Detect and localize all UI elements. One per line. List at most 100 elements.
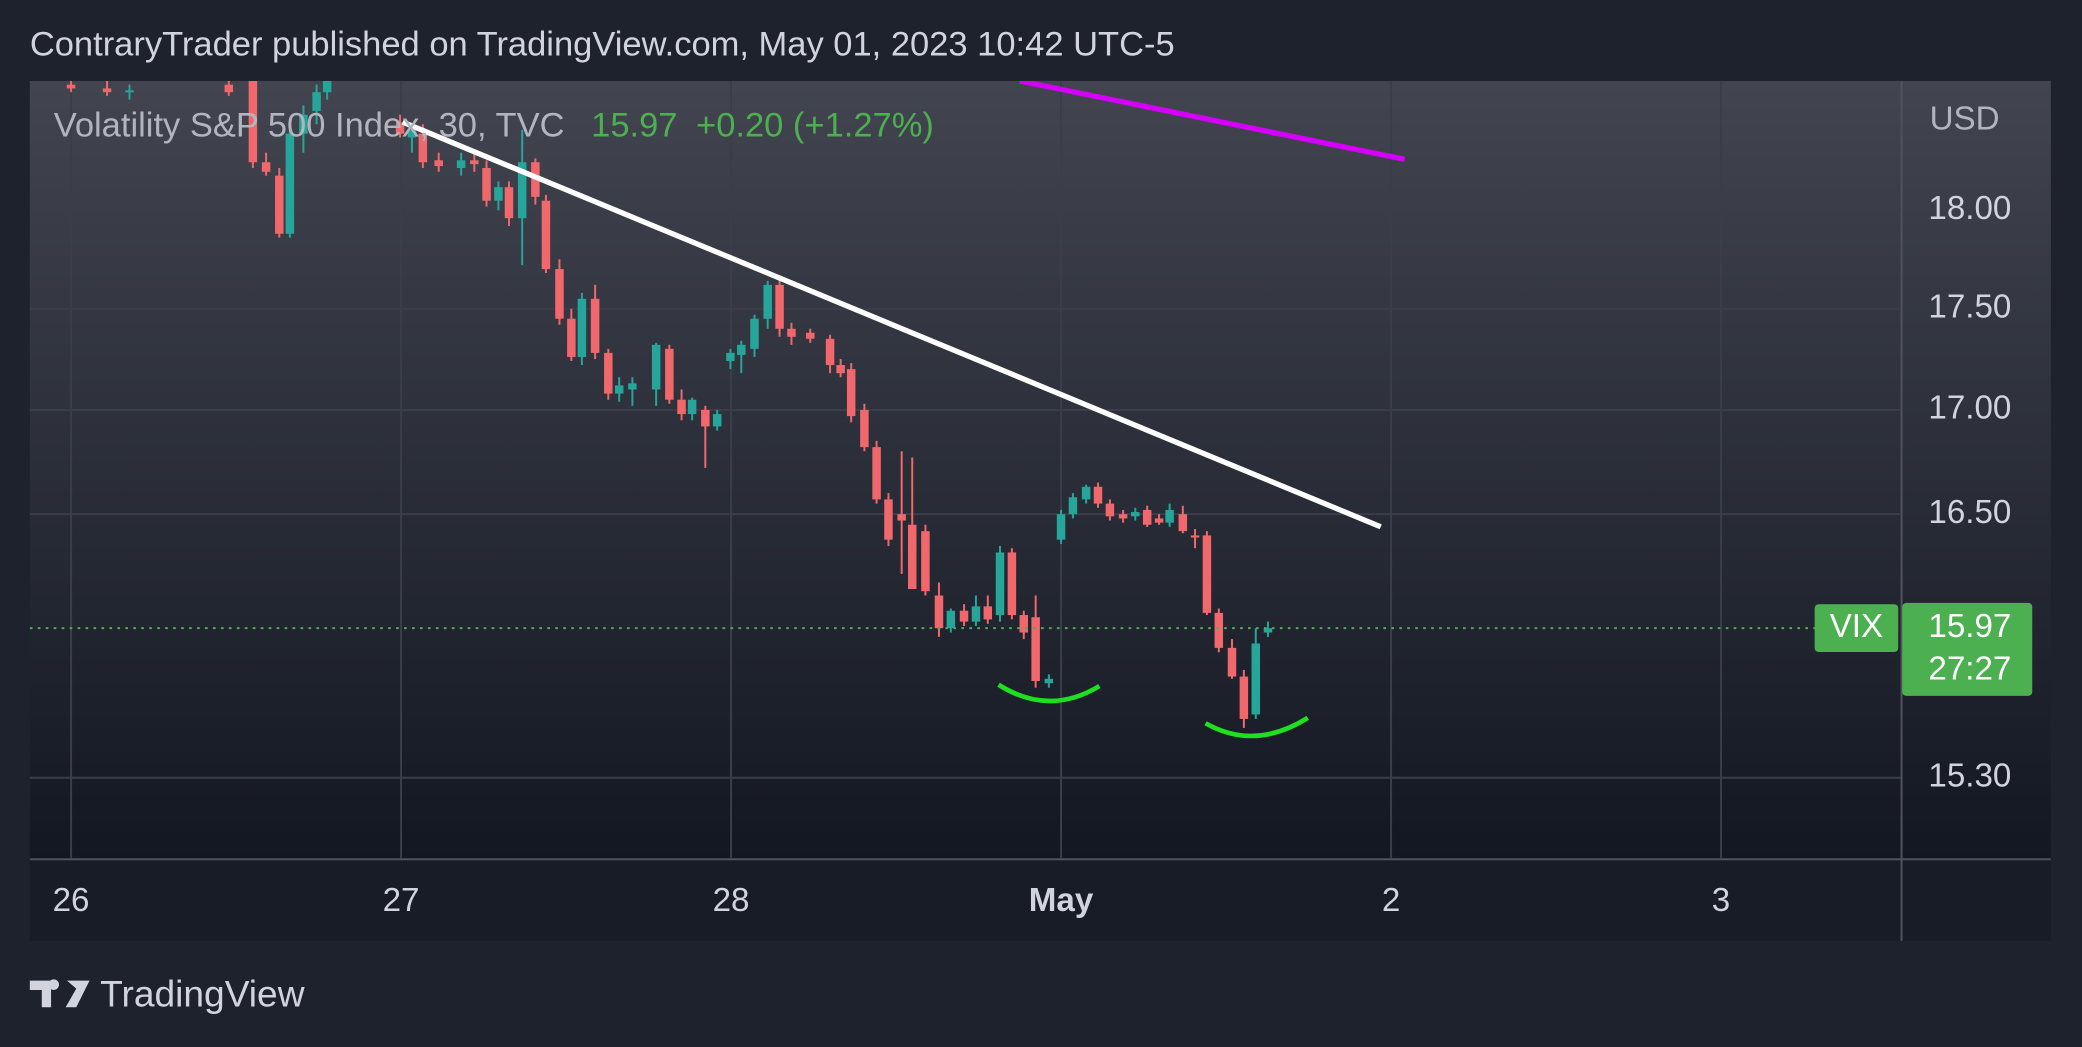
header: ContraryTrader published on TradingView.…: [30, 26, 1175, 64]
candle-body: [1105, 503, 1115, 517]
candle-body: [312, 92, 321, 111]
candle-body: [787, 328, 796, 337]
candle-body: [1239, 676, 1249, 719]
candle-body: [590, 298, 600, 353]
candle-body: [1227, 647, 1237, 677]
symbol-label-box: [1814, 604, 1899, 653]
candle-body: [275, 175, 284, 234]
y-tick-label: 17.00: [1928, 390, 2011, 427]
candle-body: [1044, 678, 1054, 684]
candle-body: [884, 499, 893, 540]
candle-body: [285, 133, 295, 234]
trend-line: [401, 119, 1382, 530]
candle-body: [1093, 486, 1103, 504]
axes: 15.30 16.50 17.00 17.50 18.00 26 27 28 May 2 3 VIX 1…: [29, 190, 2033, 919]
candles: [66, 80, 1273, 728]
candle-body: [418, 133, 428, 163]
candle-body: [737, 344, 746, 355]
candle-body: [897, 514, 906, 521]
candle-body: [541, 200, 551, 270]
grid: [29, 80, 1901, 859]
candle-body: [907, 524, 917, 590]
x-tick-label: 28: [713, 882, 750, 919]
y-tick-label: 18.00: [1928, 190, 2011, 227]
candle-body: [1131, 512, 1140, 517]
drawings: [401, 80, 1406, 739]
candle-body: [261, 162, 271, 172]
candle-body: [299, 114, 308, 134]
candle-body: [1031, 617, 1040, 682]
candle-body: [983, 606, 993, 620]
candle-body: [577, 298, 587, 357]
candle-body: [395, 122, 405, 134]
candle-body: [687, 399, 697, 415]
logo-icon: [29, 979, 90, 1008]
price-label: 15.97: [1928, 608, 2011, 645]
candle-body: [1178, 514, 1188, 532]
x-tick-label: 3: [1712, 882, 1730, 919]
candle-body: [1214, 612, 1224, 648]
candle-body: [1202, 535, 1212, 613]
candle-body: [651, 344, 661, 390]
logo: TradingView: [29, 972, 305, 1014]
candle-body: [677, 399, 686, 415]
candle-body: [1142, 509, 1152, 525]
candle-body: [825, 338, 835, 366]
candle-body: [750, 318, 759, 349]
candle-body: [860, 409, 869, 448]
candle-body: [1165, 509, 1174, 523]
candle-body: [806, 332, 815, 339]
y-tick-label: 16.50: [1928, 494, 2011, 531]
candle-body: [846, 369, 856, 417]
candle-body: [504, 187, 514, 219]
candle-body: [665, 348, 674, 400]
trend-line: [1019, 80, 1406, 162]
candle-body: [555, 269, 564, 319]
candle-body: [1154, 518, 1164, 523]
candle-body: [494, 187, 503, 201]
candle-body: [628, 383, 637, 390]
x-tick-label: 26: [53, 882, 90, 919]
candle-body: [775, 284, 784, 329]
candle-body: [701, 409, 710, 427]
candle-body: [1056, 514, 1066, 540]
candle-body: [248, 80, 258, 163]
candle-body: [1190, 535, 1200, 538]
bottom-marker: [1204, 715, 1309, 739]
symbol-label: VIX: [1830, 608, 1883, 645]
candle-body: [959, 610, 969, 622]
candle-body: [726, 352, 735, 362]
candle-body: [1007, 552, 1017, 616]
candle-body: [66, 84, 76, 89]
x-tick-label: 27: [383, 882, 420, 919]
candle-body: [125, 90, 134, 93]
time-axis: [29, 858, 2051, 941]
candle-body: [971, 606, 981, 622]
chart-area: [29, 80, 2051, 859]
candle-body: [482, 167, 491, 201]
candle-body: [614, 385, 624, 394]
candle-body: [1019, 615, 1029, 633]
candle-body: [567, 318, 576, 357]
candle-body: [872, 447, 881, 500]
candle-body: [1251, 643, 1261, 715]
bottom-marker: [997, 682, 1101, 704]
candle-body: [434, 160, 443, 167]
candle-body: [712, 414, 722, 427]
candle-body: [1068, 497, 1078, 515]
candle-body: [836, 365, 845, 374]
candle-body: [763, 284, 772, 319]
candle-body: [995, 552, 1005, 616]
candle-body: [1081, 486, 1091, 500]
x-tick-label: 2: [1382, 882, 1400, 919]
candle-body: [102, 88, 112, 93]
currency: USD: [1930, 101, 2000, 138]
candle-body: [517, 162, 527, 219]
candle-body: [224, 84, 234, 93]
candle-body: [322, 80, 332, 93]
candle-body: [921, 531, 930, 592]
candle-body: [934, 595, 944, 629]
legend-price: 15.97: [591, 107, 677, 145]
candle-body: [1118, 514, 1128, 519]
